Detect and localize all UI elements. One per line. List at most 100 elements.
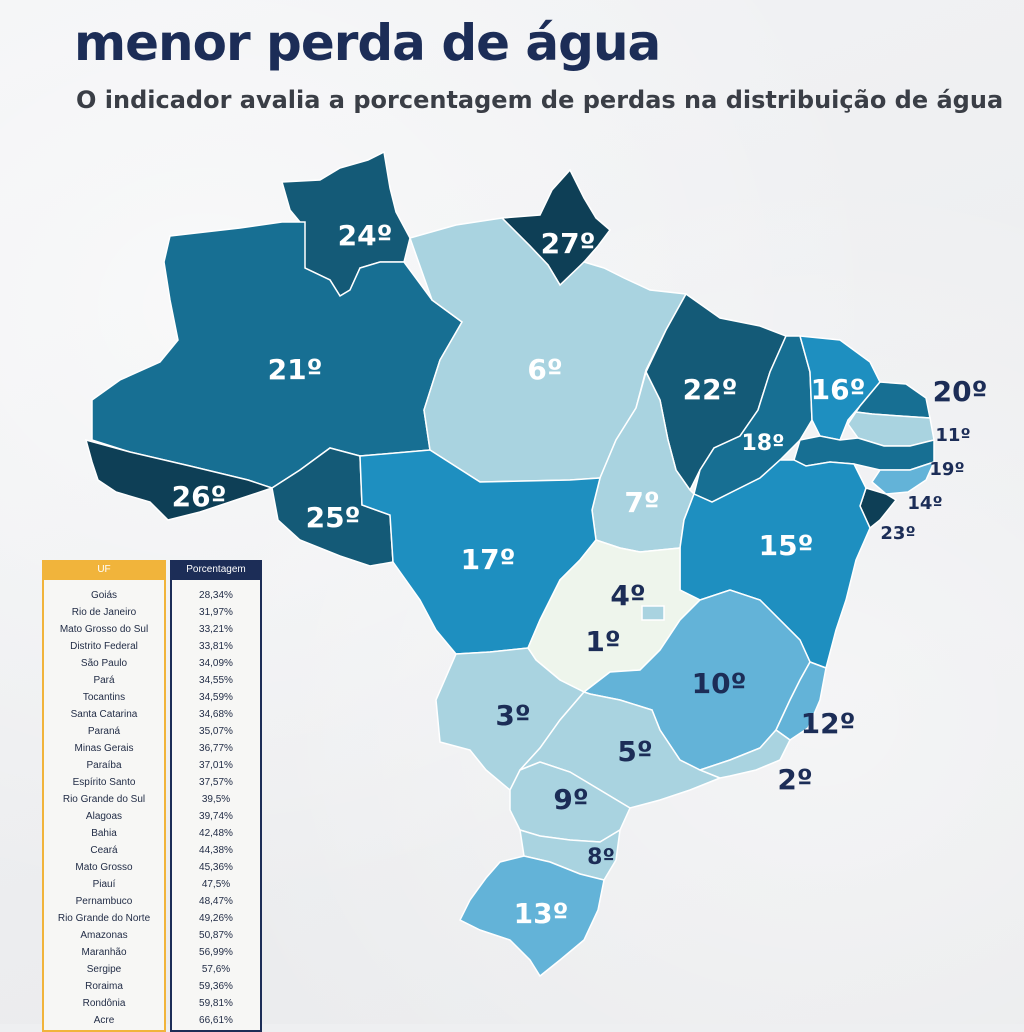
table-row: Alagoas 39,74% (42, 808, 262, 825)
rank-label-df: 4º (610, 579, 646, 612)
rank-label-ma: 22º (682, 373, 738, 406)
table-cell-percentage: 42,48% (199, 828, 233, 839)
table-cell-percentage: 31,97% (199, 607, 233, 618)
table-cell-uf: Roraima (85, 981, 123, 992)
uf-header: UF (42, 560, 166, 580)
rank-label-al: 14º (907, 493, 943, 514)
table-cell-percentage: 59,36% (199, 981, 233, 992)
table-cell-percentage: 35,07% (199, 726, 233, 737)
table-cell-uf: Rio Grande do Norte (57, 913, 151, 924)
table-cell-percentage: 36,77% (199, 743, 233, 754)
table-row: Mato Grosso 45,36% (42, 859, 262, 876)
state-rj (697, 728, 791, 779)
table-row: Paraíba 37,01% (42, 757, 262, 774)
rank-label-ap: 27º (540, 227, 596, 260)
table-cell-percentage: 56,99% (199, 947, 233, 958)
table-cell-percentage: 39,74% (199, 811, 233, 822)
table-cell-uf: Rio Grande do Sul (62, 794, 146, 805)
table-cell-uf: Pará (93, 675, 115, 686)
table-row: Rio Grande do Norte 49,26% (42, 910, 262, 927)
table-cell-uf: Distrito Federal (70, 641, 138, 652)
rank-label-rr: 24º (337, 219, 393, 252)
rank-label-pi: 18º (741, 431, 785, 456)
table-cell-uf: Amazonas (80, 930, 128, 941)
state-sp (519, 691, 723, 809)
rank-label-pr: 9º (553, 783, 589, 816)
table-row: Acre 66,61% (42, 1012, 262, 1029)
rank-label-sp: 5º (617, 735, 653, 768)
percentage-header: Porcentagem (170, 560, 262, 580)
table-cell-percentage: 49,26% (199, 913, 233, 924)
table-row: Maranhão 56,99% (42, 944, 262, 961)
rank-label-sc: 8º (587, 845, 615, 870)
rank-label-rs: 13º (513, 897, 569, 930)
table-row: Piauí 47,5% (42, 876, 262, 893)
state-rs (458, 855, 605, 978)
table-cell-uf: Sergipe (86, 964, 122, 975)
table-cell-uf: Rio de Janeiro (71, 607, 137, 618)
table-cell-uf: Mato Grosso do Sul (59, 624, 149, 635)
table-row: Rondônia 59,81% (42, 995, 262, 1012)
rank-label-pe: 19º (929, 459, 965, 480)
table-row: Mato Grosso do Sul 33,21% (42, 621, 262, 638)
percentage-column (170, 560, 262, 1032)
table-row: Goiás 28,34% (42, 587, 262, 604)
state-al (871, 460, 936, 495)
table-row: Santa Catarina 34,68% (42, 706, 262, 723)
rank-label-es: 12º (800, 707, 856, 740)
table-cell-uf: Espírito Santo (72, 777, 136, 788)
table-cell-percentage: 47,5% (201, 879, 231, 890)
table-row: Rio Grande do Sul 39,5% (42, 791, 262, 808)
table-cell-uf: Paraná (87, 726, 121, 737)
table-row: Sergipe 57,6% (42, 961, 262, 978)
table-rows: Goiás 28,34% Rio de Janeiro 31,97% Mato Gros… (42, 587, 262, 1029)
table-cell-percentage: 28,34% (199, 590, 233, 601)
rank-label-ce: 16º (810, 373, 866, 406)
page-subtitle: O indicador avalia a porcentagem de perd… (76, 86, 1004, 114)
table-cell-percentage: 44,38% (199, 845, 233, 856)
table-cell-percentage: 39,5% (201, 794, 231, 805)
table-row: Pernambuco 48,47% (42, 893, 262, 910)
rank-label-pa: 6º (527, 353, 563, 386)
table-cell-uf: Piauí (92, 879, 116, 890)
table-cell-percentage: 33,21% (199, 624, 233, 635)
table-cell-uf: Santa Catarina (70, 709, 138, 720)
rank-label-pb: 11º (935, 425, 971, 446)
table-cell-uf: Minas Gerais (74, 743, 134, 754)
table-row: Pará 34,55% (42, 672, 262, 689)
page-title: menor perda de água (74, 14, 661, 72)
table-cell-uf: Goiás (90, 590, 118, 601)
table-cell-uf: Alagoas (85, 811, 123, 822)
table-row: São Paulo 34,09% (42, 655, 262, 672)
table-cell-percentage: 34,55% (199, 675, 233, 686)
table-row: Rio de Janeiro 31,97% (42, 604, 262, 621)
table-cell-percentage: 45,36% (199, 862, 233, 873)
table-cell-percentage: 34,68% (199, 709, 233, 720)
table-row: Roraima 59,36% (42, 978, 262, 995)
table-cell-uf: Maranhão (81, 947, 127, 958)
table-row: Bahia 42,48% (42, 825, 262, 842)
rank-label-to: 7º (624, 486, 660, 519)
state-df (641, 605, 665, 621)
table-row: Distrito Federal 33,81% (42, 638, 262, 655)
table-cell-percentage: 34,59% (199, 692, 233, 703)
state-ac (84, 438, 275, 521)
rank-label-rj: 2º (777, 763, 813, 796)
rank-label-ms: 3º (495, 699, 531, 732)
table-cell-uf: Mato Grosso (75, 862, 133, 873)
table-cell-percentage: 50,87% (199, 930, 233, 941)
table-cell-uf: São Paulo (80, 658, 128, 669)
rank-label-go: 1º (585, 625, 621, 658)
rank-label-mg: 10º (691, 667, 747, 700)
table-row: Paraná 35,07% (42, 723, 262, 740)
table-row: Ceará 44,38% (42, 842, 262, 859)
table-cell-uf: Acre (93, 1015, 115, 1026)
table-cell-uf: Bahia (91, 828, 117, 839)
table-cell-uf: Ceará (90, 845, 118, 856)
table-cell-percentage: 48,47% (199, 896, 233, 907)
table-cell-uf: Tocantins (82, 692, 126, 703)
table-row: Amazonas 50,87% (42, 927, 262, 944)
rank-label-se: 23º (880, 523, 916, 544)
rank-label-mt: 17º (460, 543, 516, 576)
